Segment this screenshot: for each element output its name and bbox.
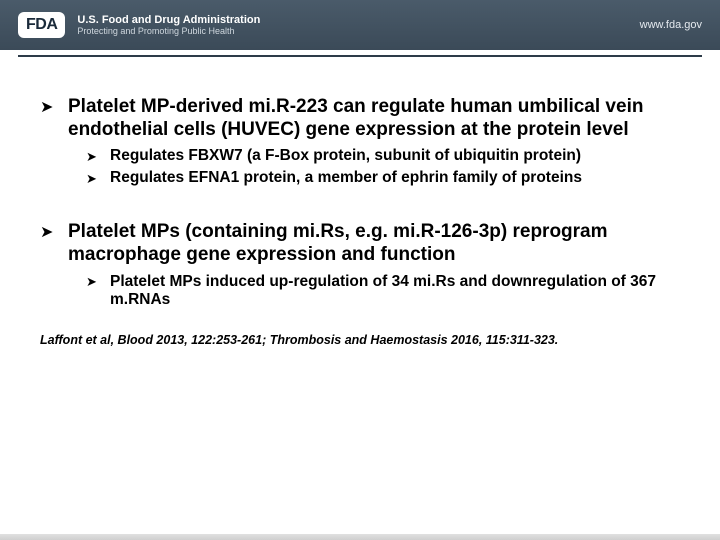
fda-title: U.S. Food and Drug Administration [77, 14, 260, 26]
sub-bullet-item: Regulates EFNA1 protein, a member of eph… [86, 169, 680, 188]
sub-bullet-item: Regulates FBXW7 (a F-Box protein, subuni… [86, 147, 680, 166]
sub-bullet-text: Platelet MPs induced up-regulation of 34… [110, 273, 680, 311]
citation-text: Laffont et al, Blood 2013, 122:253-261; … [40, 332, 680, 348]
bullet-item: Platelet MP-derived mi.R-223 can regulat… [40, 95, 680, 188]
bullet-list-level2: Platelet MPs induced up-regulation of 34… [86, 273, 680, 311]
bullet-item: Platelet MPs (containing mi.Rs, e.g. mi.… [40, 220, 680, 310]
bullet-list-level1: Platelet MP-derived mi.R-223 can regulat… [40, 95, 680, 188]
slide: FDA U.S. Food and Drug Administration Pr… [0, 0, 720, 540]
sub-bullet-text: Regulates EFNA1 protein, a member of eph… [110, 169, 680, 188]
content-area: Platelet MP-derived mi.R-223 can regulat… [40, 95, 680, 349]
bullet-list-level2: Regulates FBXW7 (a F-Box protein, subuni… [86, 147, 680, 188]
spacer [40, 202, 680, 220]
sub-bullet-text: Regulates FBXW7 (a F-Box protein, subuni… [110, 147, 680, 166]
fda-text-block: U.S. Food and Drug Administration Protec… [77, 14, 260, 37]
fda-subtitle: Protecting and Promoting Public Health [77, 27, 260, 37]
header-bar: FDA U.S. Food and Drug Administration Pr… [0, 0, 720, 50]
fda-logo: FDA [18, 12, 65, 38]
bullet-list-level1: Platelet MPs (containing mi.Rs, e.g. mi.… [40, 220, 680, 310]
sub-bullet-item: Platelet MPs induced up-regulation of 34… [86, 273, 680, 311]
footer-bar [0, 534, 720, 540]
header-rule [18, 55, 702, 57]
header-url: www.fda.gov [640, 19, 702, 31]
header-left: FDA U.S. Food and Drug Administration Pr… [0, 12, 260, 38]
bullet-text: Platelet MP-derived mi.R-223 can regulat… [68, 95, 680, 141]
bullet-text: Platelet MPs (containing mi.Rs, e.g. mi.… [68, 220, 680, 266]
